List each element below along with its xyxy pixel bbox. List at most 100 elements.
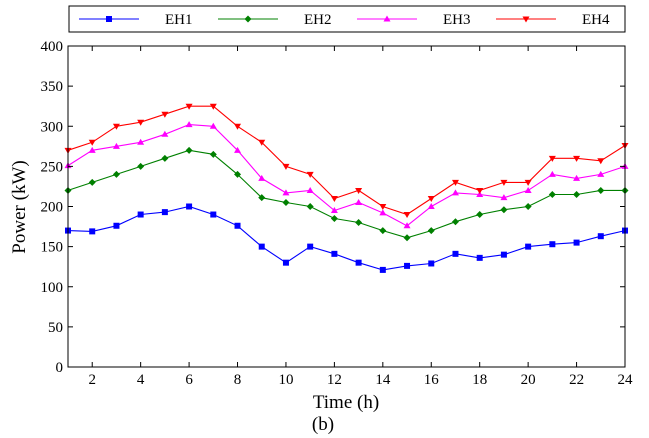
data-point-eh1: [379, 266, 386, 273]
legend: EH1 EH2 EH3 EH4: [68, 5, 626, 33]
series-line-eh3: [67, 124, 626, 227]
data-point-eh2: [379, 227, 387, 235]
data-point-eh2: [137, 162, 145, 170]
legend-marker-eh2: [244, 15, 252, 23]
data-point-eh4: [597, 158, 605, 165]
data-point-eh1: [282, 259, 289, 266]
data-point-eh4: [88, 139, 96, 146]
data-point-eh1: [331, 250, 338, 257]
data-point-eh2: [427, 227, 435, 235]
series-line-eh4: [67, 105, 626, 216]
x-tick-label: 16: [424, 372, 440, 388]
y-tick-label: 250: [41, 159, 64, 175]
data-point-eh4: [282, 163, 290, 170]
data-point-eh1: [258, 243, 265, 250]
data-point-eh3: [209, 122, 217, 129]
y-tick-label: 50: [48, 320, 63, 336]
x-axis-label: Time (h): [313, 392, 379, 413]
data-point-eh2: [573, 190, 581, 198]
y-tick-label: 350: [41, 79, 64, 95]
y-tick-label: 200: [41, 200, 64, 216]
data-point-eh1: [234, 222, 241, 229]
data-point-eh4: [306, 171, 314, 178]
data-point-eh3: [548, 170, 556, 177]
data-point-eh2: [597, 186, 605, 194]
data-point-eh3: [258, 174, 266, 181]
data-point-eh1: [210, 211, 217, 218]
data-point-eh3: [330, 207, 338, 214]
data-point-eh1: [137, 211, 144, 218]
series-eh3: [64, 121, 629, 229]
y-tick-label: 150: [41, 240, 64, 256]
y-tick-label: 0: [56, 360, 64, 376]
data-point-eh3: [427, 203, 435, 209]
series-eh1: [65, 203, 628, 273]
x-tick-label: 4: [137, 372, 145, 388]
x-tick-label: 22: [569, 372, 584, 388]
data-point-eh4: [161, 111, 169, 118]
data-point-eh4: [330, 195, 338, 202]
data-point-eh3: [355, 198, 363, 205]
data-point-eh2: [476, 211, 484, 219]
data-point-eh2: [112, 170, 120, 178]
data-point-eh1: [355, 259, 362, 266]
data-point-eh1: [113, 222, 120, 229]
data-point-eh4: [112, 123, 120, 130]
data-point-eh4: [234, 123, 242, 130]
data-point-eh2: [185, 146, 193, 154]
data-point-eh3: [476, 190, 484, 197]
series-line-eh2: [67, 149, 625, 239]
data-point-eh2: [161, 154, 169, 162]
legend-label-eh2: EH2: [304, 12, 332, 28]
data-point-eh2: [451, 218, 459, 226]
y-tick-label: 300: [41, 119, 64, 135]
data-point-eh2: [500, 206, 508, 214]
legend-label-eh1: EH1: [165, 12, 193, 28]
data-point-eh4: [137, 119, 145, 126]
data-point-eh1: [404, 262, 411, 269]
data-point-eh4: [258, 139, 266, 146]
data-point-eh2: [306, 203, 314, 210]
data-point-eh2: [88, 178, 96, 186]
data-point-eh2: [524, 203, 532, 210]
x-tick-label: 24: [618, 372, 634, 388]
x-tick-label: 12: [327, 372, 342, 388]
data-point-eh3: [234, 146, 242, 153]
data-point-eh4: [500, 179, 508, 186]
x-tick-label: 10: [278, 372, 293, 388]
data-point-eh2: [355, 219, 363, 227]
x-tick-label: 18: [472, 372, 487, 388]
data-point-eh1: [549, 241, 556, 248]
data-point-eh1: [597, 233, 604, 240]
data-point-eh4: [524, 179, 532, 186]
data-point-eh4: [185, 103, 193, 110]
data-point-eh2: [403, 234, 411, 242]
data-point-eh3: [185, 121, 193, 128]
data-point-eh1: [186, 203, 193, 210]
figure-caption: (b): [312, 414, 334, 435]
data-point-eh4: [427, 195, 435, 202]
data-point-eh3: [403, 222, 411, 229]
data-point-eh2: [234, 170, 242, 178]
x-tick-label: 20: [521, 372, 536, 388]
data-point-eh1: [525, 243, 532, 250]
data-point-eh4: [403, 212, 411, 219]
legend-marker-eh3: [383, 15, 391, 22]
data-point-eh3: [573, 174, 581, 181]
legend-label-eh4: EH4: [582, 12, 610, 28]
y-tick-label: 100: [41, 280, 64, 296]
data-point-eh3: [161, 130, 169, 137]
x-tick-label: 8: [234, 372, 242, 388]
legend-marker-eh4: [522, 16, 530, 23]
data-point-eh1: [89, 228, 96, 235]
series-eh4: [64, 103, 629, 219]
y-tick-label: 400: [41, 39, 64, 55]
data-point-eh3: [306, 186, 314, 193]
data-point-eh3: [451, 189, 459, 196]
y-axis-label: Power (kW): [9, 160, 30, 253]
legend-label-eh3: EH3: [443, 12, 471, 28]
data-point-eh4: [379, 204, 387, 210]
data-point-eh2: [548, 190, 556, 198]
data-point-eh4: [548, 155, 556, 162]
x-tick-label: 6: [185, 372, 193, 388]
